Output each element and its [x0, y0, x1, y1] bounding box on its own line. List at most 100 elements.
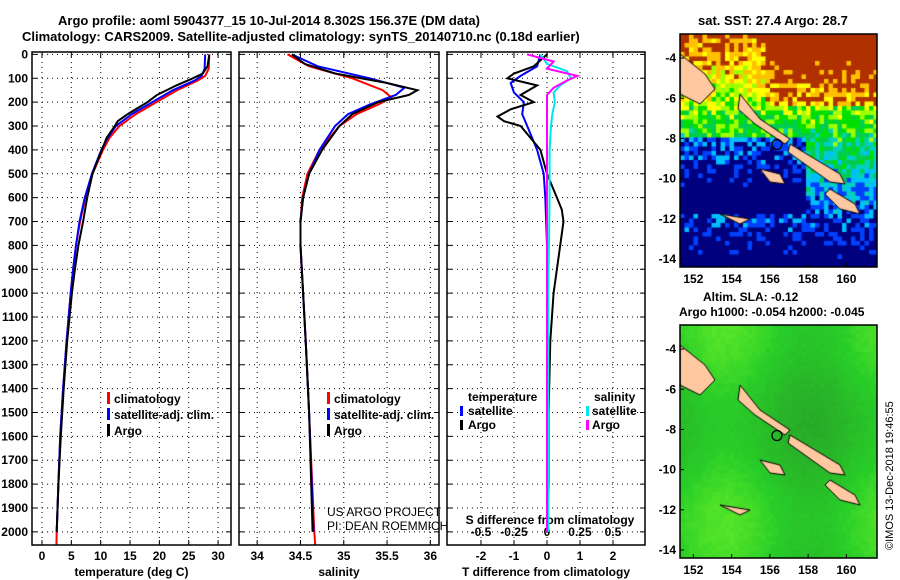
legend-label: satellite [592, 404, 637, 418]
y-tick-label: 800 [8, 238, 28, 252]
lon-tick-label: 160 [836, 563, 856, 577]
lat-tick-label: -6 [665, 91, 676, 105]
y-tick-label: 900 [8, 262, 28, 276]
y-tick-label: 1500 [1, 405, 28, 419]
plot-panels: 0100200300400500600700800900100011001200… [1, 47, 646, 579]
y-tick-label: 1600 [1, 429, 28, 443]
x-tick-label: 35.5 [375, 549, 399, 563]
lon-tick-label: 158 [798, 563, 818, 577]
series-temperature-argo [495, 53, 565, 532]
plot-frame [446, 51, 646, 546]
sla-map-title-line2: Argo h1000: -0.054 h2000: -0.045 [679, 305, 865, 319]
legend-label: satellite-adj. clim. [334, 408, 434, 422]
lon-tick-label: 160 [836, 272, 856, 286]
imos-stamp: ©IMOS 13-Dec-2018 19:46:55 [884, 401, 896, 550]
legend-swatch [107, 392, 110, 404]
x2-tick-label: 0.25 [568, 525, 592, 539]
x-axis-label: salinity [318, 565, 360, 579]
argo-profile-location-marker [771, 138, 783, 151]
x-tick-label: 20 [153, 549, 167, 563]
plot-frame [31, 51, 232, 546]
y-tick-label: 100 [8, 71, 28, 85]
y-tick-label: 1300 [1, 358, 28, 372]
panel-temperature: 0100200300400500600700800900100011001200… [1, 47, 232, 579]
lat-tick-label: -14 [659, 252, 677, 266]
lat-tick-label: -6 [665, 382, 676, 396]
x-tick-label: 0 [544, 549, 551, 563]
series-argo [55, 54, 211, 532]
lon-tick-label: 152 [683, 272, 703, 286]
y-tick-label: 200 [8, 95, 28, 109]
x-tick-label: 1 [577, 549, 584, 563]
map-frame [679, 324, 878, 559]
x-tick-label: 2 [610, 549, 617, 563]
legend-label: satellite-adj. clim. [114, 408, 214, 422]
lon-tick-label: 154 [722, 563, 742, 577]
legend-swatch [460, 420, 463, 430]
legend-title-temperature: temperature [468, 390, 538, 404]
legend-label: climatology [334, 392, 401, 406]
x2-axis-label: S difference from climatology [466, 513, 635, 527]
x-tick-label: 0 [39, 549, 46, 563]
figure-title-line2: Climatology: CARS2009. Satellite-adjuste… [22, 29, 580, 44]
legend-label: Argo [468, 418, 496, 432]
x2-tick-label: 0 [544, 525, 551, 539]
x-tick-label: 25 [182, 549, 196, 563]
credit-project: US ARGO PROJECT [327, 505, 442, 519]
lon-tick-label: 158 [798, 272, 818, 286]
x-axis-label: temperature (deg C) [74, 565, 188, 579]
lat-tick-label: -10 [659, 172, 677, 186]
legend-label: climatology [114, 392, 181, 406]
y-tick-label: 600 [8, 191, 28, 205]
legend-swatch [107, 424, 110, 436]
lat-tick-label: -12 [659, 212, 677, 226]
y-tick-label: 1900 [1, 501, 28, 515]
x2-tick-label: -0.25 [500, 525, 528, 539]
sst-map-image [680, 34, 877, 267]
y-tick-label: 500 [8, 167, 28, 181]
argo-profile-location-marker [771, 429, 783, 442]
lat-tick-label: -8 [665, 422, 676, 436]
plot-frame [238, 51, 440, 546]
y-tick-label: 1700 [1, 453, 28, 467]
x-tick-label: 30 [211, 549, 225, 563]
lat-tick-label: -12 [659, 503, 677, 517]
credit-pi: PI: DEAN ROEMMICH [327, 519, 448, 533]
x-tick-label: 36 [424, 549, 438, 563]
panel-differences: -2 -1 0 1 2 T difference from climatology -0.5… [446, 51, 646, 579]
x2-tick-label: -0.5 [471, 525, 492, 539]
x2-tick-label: 0.5 [605, 525, 622, 539]
sla-map-title-line1: Altim. SLA: -0.12 [703, 290, 799, 304]
legend-swatch [586, 420, 589, 430]
x-tick-label: 34 [251, 549, 265, 563]
y-tick-label: 0 [21, 47, 28, 61]
lat-tick-label: -10 [659, 463, 677, 477]
lat-tick-label: -4 [665, 342, 676, 356]
lat-tick-label: -8 [665, 131, 676, 145]
series-salinity-argo [526, 53, 581, 532]
series-salinity-satellite [539, 53, 573, 532]
legend-label: Argo [114, 424, 142, 438]
legend-swatch [327, 392, 330, 404]
sst-map-title: sat. SST: 27.4 Argo: 28.7 [698, 13, 848, 28]
legend-swatch [327, 424, 330, 436]
x-tick-label: 10 [94, 549, 108, 563]
legend-title-salinity: salinity [594, 390, 636, 404]
x-tick-label: 35 [337, 549, 351, 563]
y-tick-label: 1800 [1, 477, 28, 491]
x-tick-label: -2 [476, 549, 487, 563]
legend-swatch [586, 406, 589, 416]
lat-tick-label: -4 [665, 51, 676, 65]
legend-label: Argo [334, 424, 362, 438]
sla-map-image [680, 325, 877, 558]
legend-swatch [327, 408, 330, 420]
figure-title-line1: Argo profile: aoml 5904377_15 10-Jul-201… [58, 13, 480, 28]
lat-tick-label: -14 [659, 543, 677, 557]
legend-swatch [460, 406, 463, 416]
legend-label: satellite [468, 404, 513, 418]
y-tick-label: 1100 [2, 310, 28, 324]
y-tick-label: 2000 [1, 525, 28, 539]
y-tick-label: 1200 [1, 334, 28, 348]
